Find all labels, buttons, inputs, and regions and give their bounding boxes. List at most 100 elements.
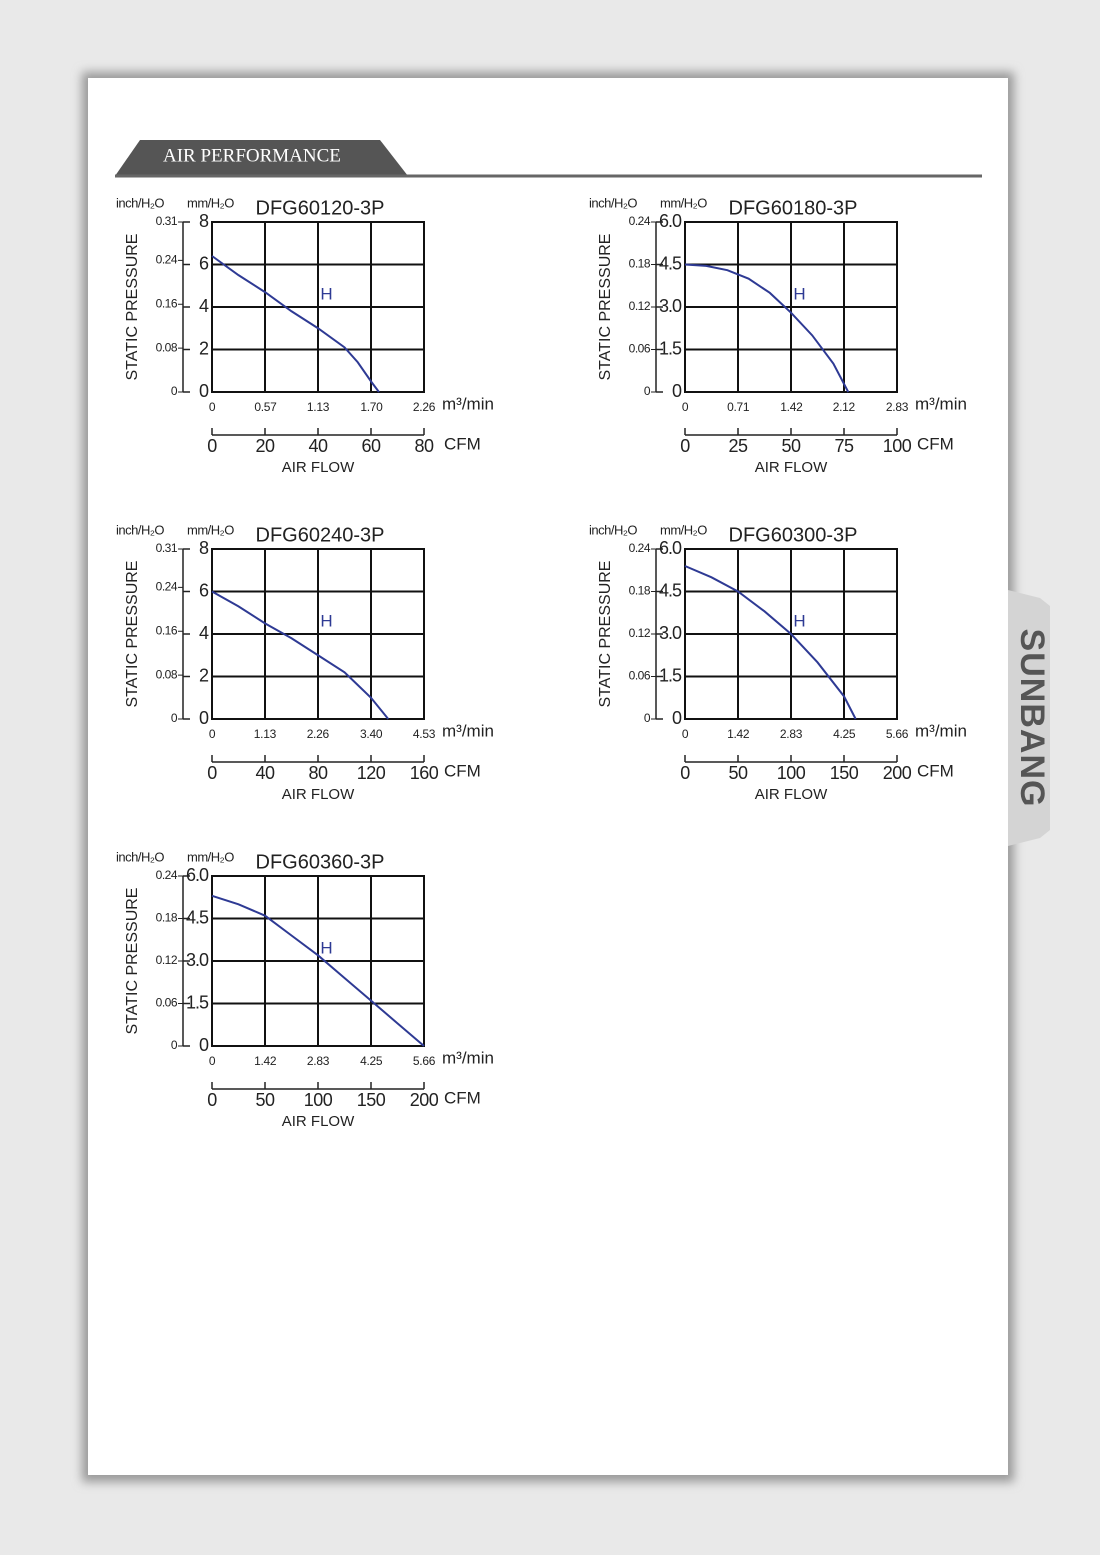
x-tick-label: 0	[680, 763, 690, 783]
x-tick-label: 50	[255, 1090, 275, 1110]
x-tick-label: 25	[728, 436, 748, 456]
x-unit: CFM	[917, 761, 954, 780]
x2-tick-label: 1.42	[727, 727, 750, 741]
x-tick-label: 120	[357, 763, 386, 783]
x-unit: CFM	[917, 434, 954, 453]
x2-tick-label: 1.13	[254, 727, 277, 741]
plot-frame	[211, 221, 425, 393]
brand-logo: SUNBANG	[1013, 629, 1051, 808]
plot-frame	[684, 221, 898, 393]
y-tick-label: 2	[199, 665, 209, 685]
x2-tick-label: 4.53	[413, 727, 436, 741]
x2-tick-label: 1.42	[780, 400, 803, 414]
y2-tick-label: 0.24	[156, 868, 178, 882]
y-unit: mm/H₂O	[187, 195, 234, 210]
y2-tick-label: 0.24	[629, 214, 651, 228]
y-tick-label: 4.5	[659, 253, 682, 273]
y-tick-label: 8	[199, 538, 209, 558]
sheet	[88, 78, 1008, 1475]
y-tick-label: 6	[199, 580, 209, 600]
y-unit: mm/H₂O	[187, 849, 234, 864]
x2-tick-label: 0	[209, 727, 216, 741]
chart-title: DFG60300-3P	[729, 524, 858, 546]
x2-tick-label: 2.83	[886, 400, 909, 414]
y-tick-label: 4	[199, 623, 209, 643]
curve-label: H	[320, 939, 332, 958]
x-tick-label: 150	[830, 763, 859, 783]
y2-tick-label: 0	[171, 711, 178, 725]
x-axis-title: AIR FLOW	[282, 459, 355, 476]
y-tick-label: 0	[672, 381, 682, 401]
y2-tick-label: 0.06	[629, 342, 651, 356]
plot-frame	[211, 548, 425, 720]
chart-title: DFG60120-3P	[256, 197, 385, 219]
x2-unit: m³/min	[442, 394, 494, 413]
x-tick-label: 0	[207, 1090, 217, 1110]
y2-tick-label: 0	[171, 384, 178, 398]
y2-tick-label: 0.06	[156, 996, 178, 1010]
x-tick-label: 80	[414, 436, 434, 456]
y2-unit: inch/H₂O	[116, 195, 164, 210]
x-axis-title: AIR FLOW	[282, 786, 355, 803]
x-tick-label: 20	[255, 436, 275, 456]
x2-tick-label: 2.12	[833, 400, 856, 414]
y2-unit: inch/H₂O	[116, 849, 164, 864]
x2-tick-label: 1.42	[254, 1054, 277, 1068]
y2-unit: inch/H₂O	[589, 195, 637, 210]
x-tick-label: 0	[680, 436, 690, 456]
y2-tick-label: 0.18	[629, 257, 651, 271]
y2-tick-label: 0.16	[156, 623, 178, 637]
x2-tick-label: 1.13	[307, 400, 330, 414]
y2-unit: inch/H₂O	[116, 522, 164, 537]
y2-tick-label: 0.12	[156, 953, 178, 967]
y-tick-label: 6.0	[659, 538, 682, 558]
x2-tick-label: 2.26	[413, 400, 436, 414]
curve	[684, 263, 850, 393]
y-tick-label: 1.5	[186, 992, 209, 1012]
x2-unit: m³/min	[915, 721, 967, 740]
curve	[211, 894, 425, 1047]
y-tick-label: 1.5	[659, 665, 682, 685]
header-tab	[115, 140, 408, 176]
y2-tick-label: 0.12	[629, 626, 651, 640]
chart-title: DFG60360-3P	[256, 851, 385, 873]
plot-frame	[211, 875, 425, 1047]
y2-tick-label: 0.12	[629, 299, 651, 313]
x2-tick-label: 2.83	[780, 727, 803, 741]
x-tick-label: 150	[357, 1090, 386, 1110]
y-tick-label: 4	[199, 296, 209, 316]
x2-unit: m³/min	[915, 394, 967, 413]
x2-tick-label: 3.40	[360, 727, 383, 741]
x2-tick-label: 5.66	[886, 727, 909, 741]
chart-title: DFG60180-3P	[729, 197, 858, 219]
x2-tick-label: 4.25	[360, 1054, 383, 1068]
y-tick-label: 6.0	[659, 211, 682, 231]
x-tick-label: 160	[410, 763, 439, 783]
y2-tick-label: 0.31	[156, 214, 178, 228]
y-axis-title: STATIC PRESSURE	[124, 234, 141, 381]
x-tick-label: 100	[304, 1090, 333, 1110]
chart-title: DFG60240-3P	[256, 524, 385, 546]
y-tick-label: 1.5	[659, 338, 682, 358]
y-unit: mm/H₂O	[660, 195, 707, 210]
y2-tick-label: 0.18	[629, 584, 651, 598]
x-unit: CFM	[444, 1088, 481, 1107]
y-tick-label: 6.0	[186, 865, 209, 885]
y-tick-label: 6	[199, 253, 209, 273]
y2-tick-label: 0.24	[629, 541, 651, 555]
y2-tick-label: 0	[171, 1038, 178, 1052]
curve-label: H	[320, 285, 332, 304]
x2-tick-label: 2.83	[307, 1054, 330, 1068]
y-unit: mm/H₂O	[660, 522, 707, 537]
x2-tick-label: 0	[209, 400, 216, 414]
x2-tick-label: 2.26	[307, 727, 330, 741]
y-tick-label: 4.5	[186, 907, 209, 927]
x-tick-label: 80	[308, 763, 328, 783]
y-tick-label: 2	[199, 338, 209, 358]
x2-tick-label: 0.57	[254, 400, 277, 414]
y-tick-label: 3.0	[659, 296, 682, 316]
x-axis-title: AIR FLOW	[282, 1113, 355, 1130]
x-tick-label: 40	[255, 763, 275, 783]
